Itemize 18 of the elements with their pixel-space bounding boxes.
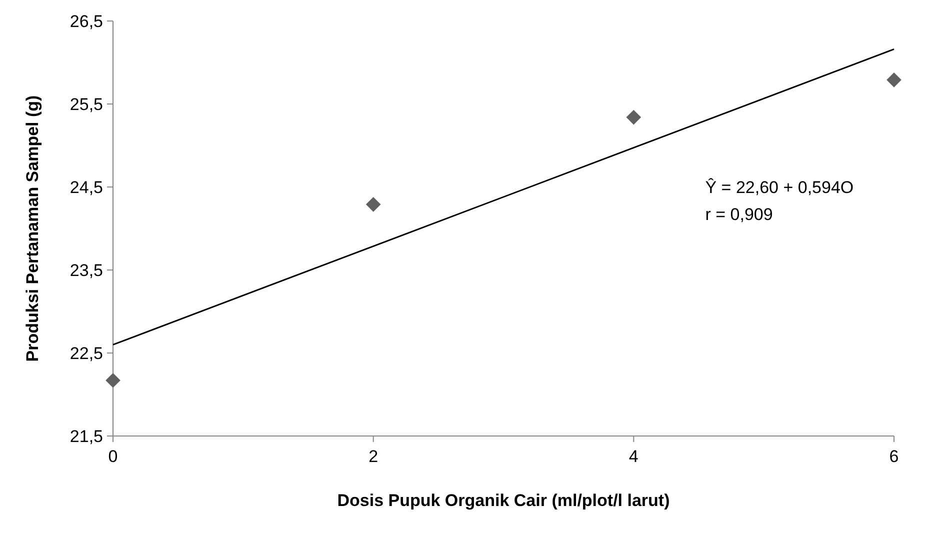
y-tick-label: 24,5	[70, 178, 103, 197]
point	[626, 110, 642, 125]
y-tick-label: 23,5	[70, 260, 103, 280]
y-tick-label: 22,5	[70, 344, 103, 363]
point	[106, 372, 120, 388]
x-axis-title: Dosis Pupuk Organik Cair (ml/plot/l larut)	[337, 491, 670, 510]
x-tick-label: 6	[889, 447, 899, 466]
y-tick-label: 21,5	[70, 426, 103, 446]
annotation: Ŷ = 22,60 + 0,594O	[705, 178, 854, 197]
y-axis-title: Produksi Pertanaman Sampel (g)	[23, 95, 42, 362]
point	[886, 72, 902, 88]
x-tick-label: 4	[628, 447, 638, 466]
y-tick-label: 26,5	[70, 12, 103, 31]
x-tick-label: 0	[108, 447, 118, 466]
annotation: r = 0,909	[705, 204, 773, 224]
point	[366, 197, 381, 212]
y-tick-label: 25,5	[70, 94, 103, 114]
x-tick-label: 2	[368, 447, 378, 466]
